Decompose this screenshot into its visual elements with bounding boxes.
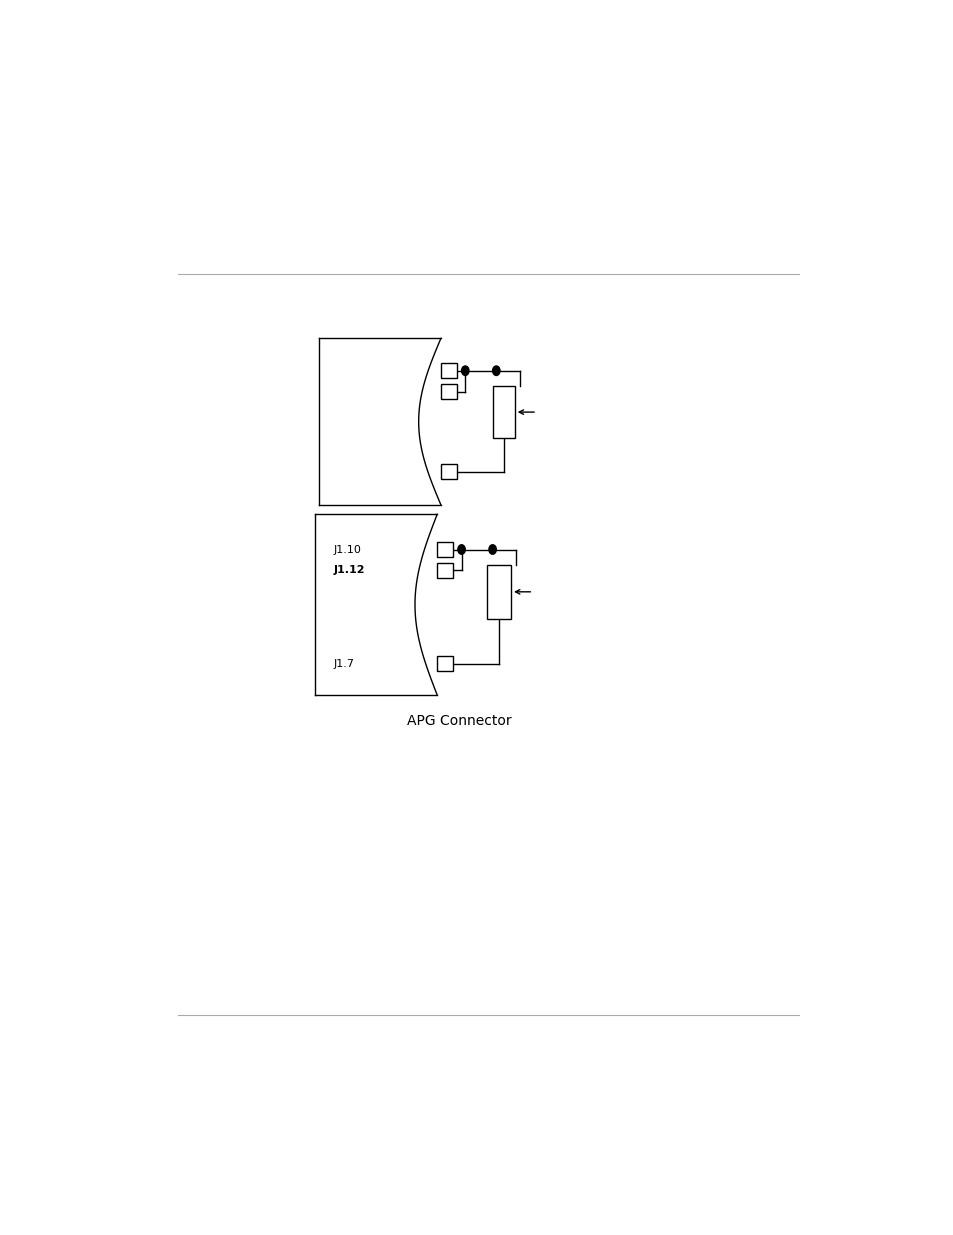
Bar xyxy=(492,385,515,438)
Bar xyxy=(436,542,453,557)
Bar xyxy=(487,564,511,619)
Text: J1.12: J1.12 xyxy=(334,566,365,576)
Bar xyxy=(436,563,453,578)
Bar xyxy=(440,464,456,479)
Circle shape xyxy=(461,366,469,375)
Bar xyxy=(436,656,453,672)
Bar xyxy=(440,363,456,378)
Text: APG Connector: APG Connector xyxy=(407,714,511,727)
Bar xyxy=(440,384,456,399)
Circle shape xyxy=(488,545,496,555)
Text: J1.10: J1.10 xyxy=(334,545,361,555)
Circle shape xyxy=(492,366,499,375)
Text: J1.7: J1.7 xyxy=(334,658,355,668)
Circle shape xyxy=(457,545,465,555)
